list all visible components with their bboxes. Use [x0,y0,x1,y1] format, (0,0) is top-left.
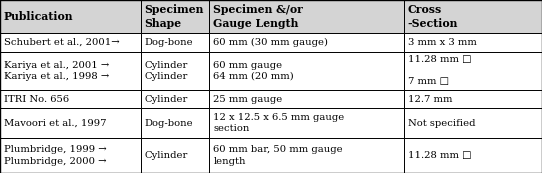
Bar [0,52,141,90]
Text: Cross
-Section: Cross -Section [408,4,458,29]
Bar [404,0,542,33]
Bar [209,33,404,52]
Text: Mavoori et al., 1997: Mavoori et al., 1997 [4,119,106,128]
Bar [141,33,209,52]
Bar [209,108,404,138]
Bar [141,108,209,138]
Text: 3 mm x 3 mm: 3 mm x 3 mm [408,38,477,47]
Bar [141,90,209,108]
Text: 12 x 12.5 x 6.5 mm gauge
section: 12 x 12.5 x 6.5 mm gauge section [214,113,345,133]
Text: Specimen &/or
Gauge Length: Specimen &/or Gauge Length [214,4,303,29]
Text: 11.28 mm □

7 mm □: 11.28 mm □ 7 mm □ [408,55,472,86]
Text: Cylinder: Cylinder [145,95,188,104]
Bar [209,52,404,90]
Bar [0,33,141,52]
Bar [404,52,542,90]
Text: Kariya et al., 2001 →
Kariya et al., 1998 →: Kariya et al., 2001 → Kariya et al., 199… [4,61,109,81]
Bar [141,138,209,173]
Text: 60 mm bar, 50 mm gauge
length: 60 mm bar, 50 mm gauge length [214,145,343,166]
Bar [0,108,141,138]
Text: 60 mm gauge
64 mm (20 mm): 60 mm gauge 64 mm (20 mm) [214,61,294,81]
Text: ITRI No. 656: ITRI No. 656 [4,95,69,104]
Text: Schubert et al., 2001→: Schubert et al., 2001→ [4,38,119,47]
Bar [209,90,404,108]
Text: Cylinder
Cylinder: Cylinder Cylinder [145,61,188,81]
Text: 60 mm (30 mm gauge): 60 mm (30 mm gauge) [214,38,328,47]
Bar [404,33,542,52]
Bar [404,108,542,138]
Bar [404,138,542,173]
Text: Specimen
Shape: Specimen Shape [145,4,204,29]
Text: Plumbridge, 1999 →
Plumbridge, 2000 →: Plumbridge, 1999 → Plumbridge, 2000 → [4,145,106,166]
Bar [404,90,542,108]
Text: Dog-bone: Dog-bone [145,38,193,47]
Text: Not specified: Not specified [408,119,475,128]
Bar [141,0,209,33]
Bar [141,52,209,90]
Text: 11.28 mm □: 11.28 mm □ [408,151,472,160]
Bar [209,0,404,33]
Text: Publication: Publication [4,11,73,22]
Text: 12.7 mm: 12.7 mm [408,95,453,104]
Text: Dog-bone: Dog-bone [145,119,193,128]
Bar [0,138,141,173]
Bar [0,90,141,108]
Bar [209,138,404,173]
Text: 25 mm gauge: 25 mm gauge [214,95,282,104]
Bar [0,0,141,33]
Text: Cylinder: Cylinder [145,151,188,160]
